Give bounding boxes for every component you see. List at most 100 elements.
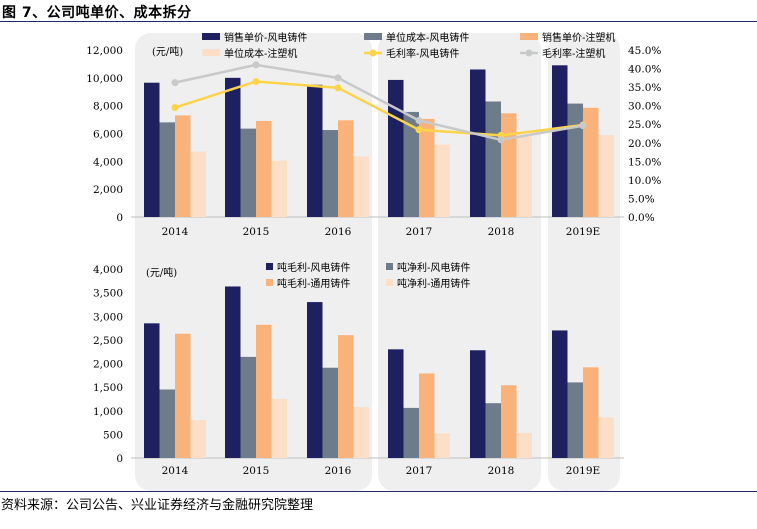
top-legend-label-0: 销售单价-风电铸件	[224, 31, 307, 44]
top-line-point-5-2	[334, 74, 342, 82]
top-y2-tick-label: 30.0%	[628, 101, 661, 113]
top-line-point-5-3	[415, 117, 423, 125]
top-legend-label-2: 销售单价-注塑机	[542, 31, 615, 44]
top-bar-3-0	[190, 151, 206, 217]
bottom-legend-label-3: 吨净利-通用铸件	[397, 277, 470, 290]
top-line-point-4-3	[415, 126, 423, 134]
top-y-tick-label: 6,000	[93, 129, 123, 141]
bottom-bar-1-0	[159, 389, 175, 458]
top-y-tick-label: 2,000	[93, 184, 123, 196]
top-x-tick-label: 2017	[406, 226, 433, 238]
top-bar-3-4	[516, 136, 532, 217]
panel-backgrounds	[135, 33, 620, 491]
top-y-tick-label: 10,000	[86, 73, 123, 85]
top-legend-label-4: 毛利率-风电铸件	[386, 47, 459, 60]
bottom-bar-2-1	[256, 324, 272, 458]
bottom-unit-label: (元/吨)	[146, 266, 177, 279]
top-y2-tick-label: 10.0%	[628, 175, 661, 187]
bottom-bar-1-5	[567, 382, 583, 458]
top-legend-marker-5	[525, 49, 533, 57]
top-legend-swatch-1	[364, 33, 382, 40]
bottom-bar-0-1	[225, 286, 241, 458]
bottom-legend-label-0: 吨毛利-风电铸件	[277, 261, 350, 274]
bottom-x-tick-label: 2019E	[566, 465, 600, 477]
top-line-4	[174, 80, 584, 137]
bottom-y-tick-label: 500	[103, 429, 123, 441]
top-y2-tick-label: 20.0%	[628, 138, 661, 150]
top-line-point-5-5	[579, 122, 587, 130]
bottom-bar-0-5	[552, 330, 568, 458]
bottom-y-tick-label: 3,500	[93, 288, 123, 300]
bottom-chart: 0 500 1,000 1,500 2,000 2,500 3,000 3,500 4,000 2…	[93, 261, 624, 477]
bottom-bar-3-2	[353, 406, 369, 458]
top-bar-0-2	[307, 84, 323, 218]
top-bar-2-4	[501, 113, 517, 217]
bottom-y-tick-label: 3,000	[93, 311, 123, 323]
figure-title: 图 7、公司吨单价、成本拆分	[2, 5, 192, 21]
top-bar-2-1	[256, 120, 272, 217]
top-bar-1-5	[567, 103, 583, 217]
source-note: 资料来源：公司公告、兴业证券经济与金融研究院整理	[1, 498, 314, 513]
bottom-bar-3-0	[190, 420, 206, 458]
bottom-bar-3-3	[434, 433, 450, 458]
top-legend-swatch-0	[202, 33, 220, 40]
top-line-point-4-1	[252, 78, 260, 86]
bottom-legend-swatch-0	[266, 263, 273, 270]
top-legend-label-5: 毛利率-注塑机	[542, 47, 605, 60]
bottom-y-tick-label: 1,500	[93, 382, 123, 394]
top-y2-tick-label: 25.0%	[628, 119, 661, 131]
bottom-x-tick-label: 2015	[243, 465, 270, 477]
top-chart: 0 2,000 4,000 6,000 8,000 10,000 12,000 0.0% 5.0…	[86, 31, 661, 238]
bottom-x-tick-label: 2017	[406, 465, 433, 477]
top-y2-tick-label: 0.0%	[628, 212, 655, 224]
top-bar-3-3	[434, 144, 450, 217]
top-bar-1-3	[403, 111, 419, 217]
bottom-bar-1-3	[403, 407, 419, 458]
top-x-tick-label: 2018	[488, 226, 515, 238]
bottom-bar-3-5	[598, 417, 614, 458]
bottom-bar-1-2	[322, 367, 338, 458]
bottom-bar-3-4	[516, 432, 532, 458]
bottom-bar-2-3	[419, 373, 435, 458]
top-bar-0-3	[388, 79, 404, 217]
top-bar-3-1	[271, 160, 287, 217]
top-bar-2-2	[338, 120, 354, 217]
top-bar-2-3	[419, 118, 435, 217]
top-x-tick-label: 2016	[325, 226, 352, 238]
bottom-x-tick-label: 2016	[325, 465, 352, 477]
top-bar-2-5	[583, 107, 599, 217]
top-y2-tick-label: 40.0%	[628, 64, 661, 76]
bottom-bar-0-2	[307, 302, 323, 458]
bottom-legend-label-2: 吨毛利-通用铸件	[277, 277, 350, 290]
top-line-point-5-4	[497, 136, 505, 144]
top-bar-1-2	[322, 130, 338, 217]
bottom-bar-1-4	[485, 403, 501, 458]
top-legend-swatch-3	[202, 49, 220, 56]
bottom-y-tick-label: 2,500	[93, 335, 123, 347]
bottom-y-tick-label: 0	[116, 453, 123, 465]
top-y-tick-label: 0	[116, 212, 123, 224]
top-bar-0-4	[470, 69, 486, 217]
top-bar-1-1	[240, 128, 256, 217]
top-y-tick-label: 8,000	[93, 101, 123, 113]
bottom-bar-2-4	[501, 385, 517, 458]
bottom-bar-2-2	[338, 335, 354, 458]
bottom-y-tick-label: 1,000	[93, 406, 123, 418]
top-bar-2-0	[175, 115, 191, 217]
bottom-y-tick-label: 4,000	[93, 264, 123, 276]
bottom-x-tick-label: 2014	[162, 465, 189, 477]
bottom-x-tick-label: 2018	[488, 465, 515, 477]
top-line-point-4-2	[334, 84, 342, 92]
top-y2-tick-label: 15.0%	[628, 156, 661, 168]
top-x-tick-label: 2015	[243, 226, 270, 238]
top-bar-3-2	[353, 156, 369, 217]
bottom-bar-0-0	[144, 323, 160, 458]
top-bar-0-1	[225, 77, 241, 217]
top-bar-1-0	[159, 122, 175, 217]
bottom-bar-0-3	[388, 349, 404, 458]
top-bar-0-5	[552, 65, 568, 217]
top-y-tick-label: 12,000	[86, 45, 123, 57]
top-y2-tick-label: 5.0%	[628, 193, 655, 205]
top-line-point-5-0	[171, 79, 179, 87]
